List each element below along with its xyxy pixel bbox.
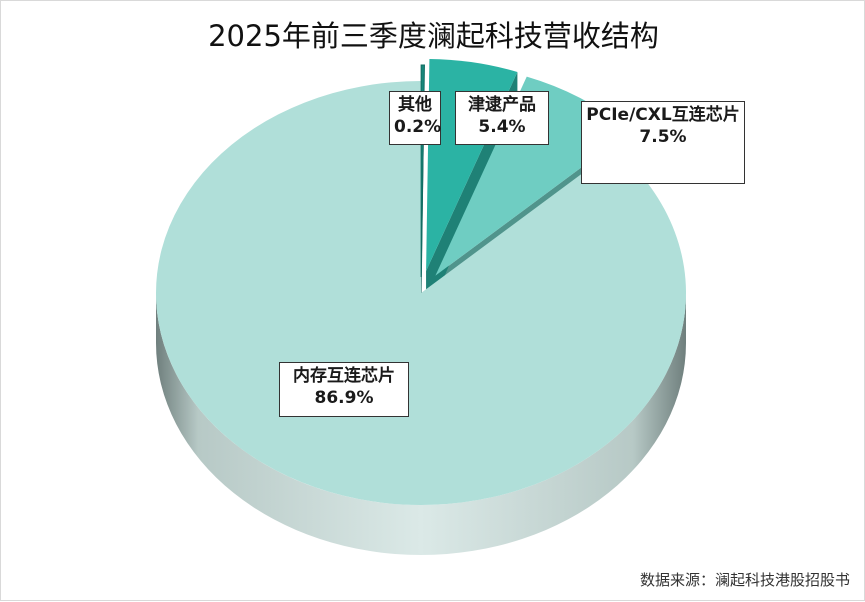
data-label-pcie-cxl: PCIe/CXL互连芯片 7.5%	[581, 101, 745, 184]
data-label-pcie-cxl-value: 7.5%	[639, 127, 687, 147]
data-label-jindai-value: 5.4%	[478, 117, 526, 137]
source-note: 数据来源：澜起科技港股招股书	[639, 571, 850, 589]
slice-side-0	[156, 293, 686, 555]
data-label-memory: 内存互连芯片 86.9%	[279, 362, 409, 417]
data-label-other: 其他 0.2%	[389, 91, 441, 145]
data-label-memory-name: 内存互连芯片	[293, 366, 395, 386]
data-label-pcie-cxl-name: PCIe/CXL互连芯片	[586, 105, 740, 125]
chart-title: 2025年前三季度澜起科技营收结构	[208, 19, 659, 53]
data-label-memory-value: 86.9%	[314, 388, 374, 408]
data-label-jindai: 津逮产品 5.4%	[455, 91, 549, 145]
data-label-other-name: 其他	[398, 95, 432, 115]
data-label-other-value: 0.2%	[394, 117, 442, 137]
data-label-jindai-name: 津逮产品	[468, 95, 536, 115]
